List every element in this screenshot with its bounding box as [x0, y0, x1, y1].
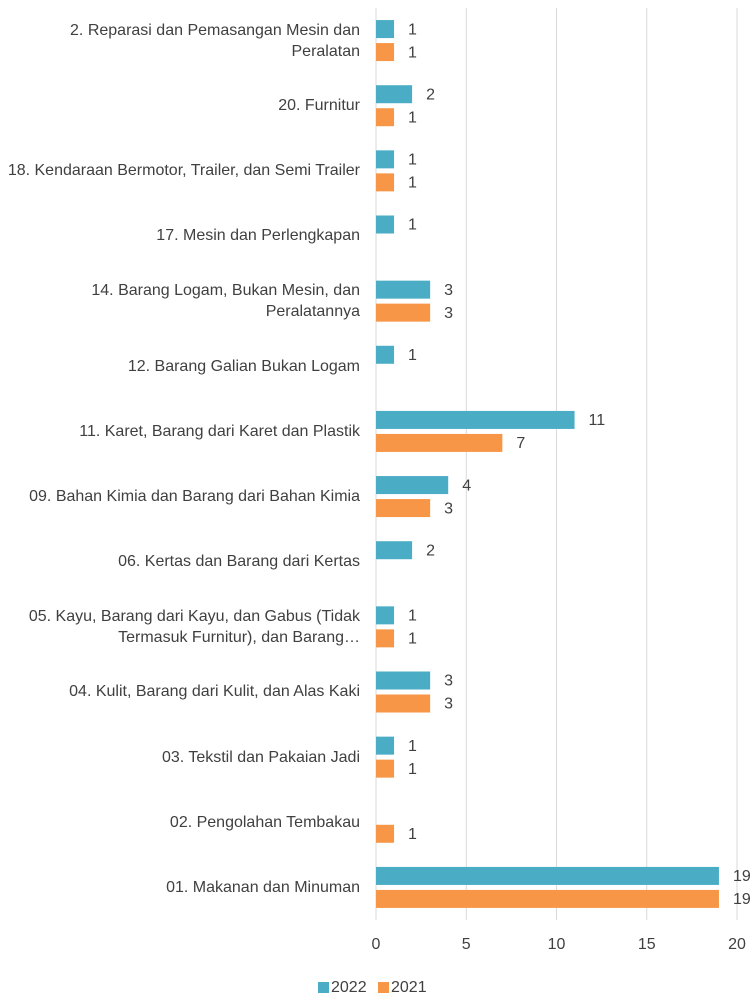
- value-label: 7: [516, 435, 525, 452]
- bar: [376, 629, 395, 648]
- bar: [376, 759, 395, 778]
- bar: [376, 694, 431, 713]
- value-label: 1: [408, 21, 417, 38]
- x-tick-label: 5: [462, 936, 471, 953]
- bar: [376, 606, 395, 625]
- value-label: 3: [444, 500, 453, 517]
- legend-label: 2021: [391, 979, 427, 996]
- value-label: 1: [408, 152, 417, 169]
- category-label: 2. Reparasi dan Pemasangan Mesin dan Per…: [70, 21, 360, 60]
- bar: [376, 150, 395, 169]
- bar: [376, 43, 395, 62]
- category-label: 02. Pengolahan Tembakau: [169, 813, 360, 831]
- value-label: 2: [426, 86, 435, 103]
- value-label: 19: [733, 891, 751, 908]
- bar: [376, 20, 395, 39]
- category-label: 20. Furnitur: [278, 97, 360, 115]
- bar: [376, 303, 431, 322]
- value-label: 1: [408, 738, 417, 755]
- x-tick-label: 0: [372, 936, 381, 953]
- category-label: 09. Bahan Kimia dan Barang dari Bahan Ki…: [29, 488, 360, 506]
- bar: [376, 541, 413, 560]
- bar: [376, 433, 503, 452]
- value-label: 4: [462, 477, 471, 494]
- value-label: 11: [589, 412, 606, 429]
- x-tick-label: 15: [638, 936, 656, 953]
- value-label: 1: [408, 631, 417, 648]
- bar: [376, 889, 719, 908]
- value-label: 3: [444, 673, 453, 690]
- bar: [376, 499, 431, 518]
- value-label: 1: [408, 826, 417, 843]
- category-label: 03. Tekstil dan Pakaian Jadi: [161, 748, 360, 766]
- category-label: 17. Mesin dan Perlengkapan: [156, 227, 360, 245]
- category-label: 11. Karet, Barang dari Karet dan Plastik: [79, 422, 360, 440]
- bar: [376, 345, 395, 364]
- bar: [376, 280, 431, 299]
- value-label: 1: [408, 217, 417, 234]
- x-tick-label: 10: [548, 936, 566, 953]
- value-label: 1: [408, 608, 417, 625]
- legend-swatch: [318, 982, 329, 993]
- value-label: 19: [733, 868, 751, 885]
- category-label: 12. Barang Galian Bukan Logam: [127, 357, 360, 375]
- bar: [376, 410, 575, 429]
- x-tick-label: 20: [728, 936, 746, 953]
- bar: [376, 173, 395, 192]
- value-label: 1: [408, 175, 417, 192]
- bar: [376, 108, 395, 127]
- category-label: 04. Kulit, Barang dari Kulit, dan Alas K…: [69, 683, 360, 701]
- value-label: 2: [426, 542, 435, 559]
- category-label: 05. Kayu, Barang dari Kayu, dan Gabus (T…: [28, 607, 360, 646]
- bar: [376, 671, 431, 690]
- legend-swatch: [378, 982, 389, 993]
- category-label: 18. Kendaraan Bermotor, Trailer, dan Sem…: [7, 162, 360, 180]
- value-label: 1: [408, 347, 417, 364]
- category-label: 06. Kertas dan Barang dari Kertas: [118, 553, 360, 571]
- bar: [376, 215, 395, 234]
- value-label: 1: [408, 109, 417, 126]
- category-label: 01. Makanan dan Minuman: [166, 878, 360, 896]
- value-label: 3: [444, 282, 453, 299]
- bar: [376, 476, 449, 495]
- value-label: 3: [444, 305, 453, 322]
- bar: [376, 824, 395, 843]
- bar: [376, 866, 719, 885]
- value-label: 3: [444, 696, 453, 713]
- value-label: 1: [408, 761, 417, 778]
- category-label: 14. Barang Logam, Bukan Mesin, dan Peral…: [91, 282, 360, 321]
- value-label: 1: [408, 44, 417, 61]
- legend-label: 2022: [331, 979, 367, 996]
- bar: [376, 85, 413, 104]
- bar: [376, 736, 395, 755]
